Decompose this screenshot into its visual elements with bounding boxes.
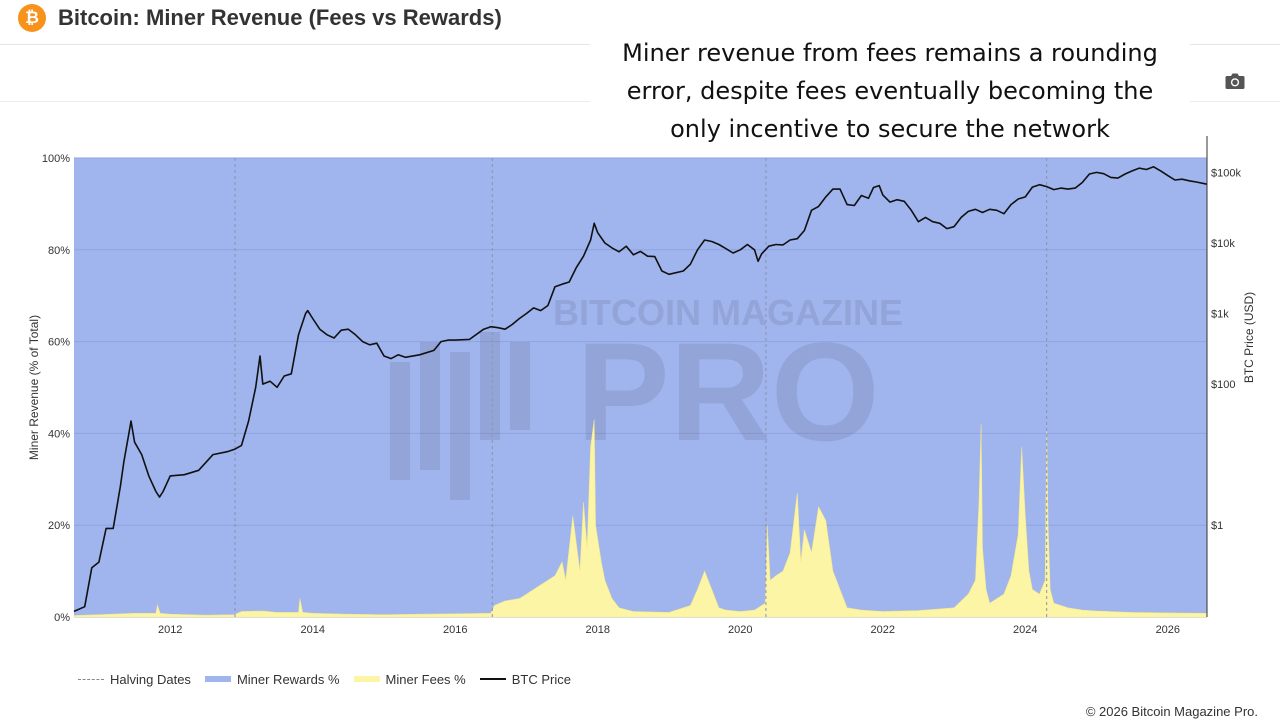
price-tick-label: $10k: [1211, 238, 1235, 250]
legend-item-price[interactable]: BTC Price: [479, 671, 571, 687]
btc-price-line: [73, 166, 1208, 613]
price-tick-label: $1k: [1211, 309, 1229, 321]
x-tick-label: 2020: [728, 624, 752, 636]
legend-label-fees: Miner Fees %: [385, 671, 466, 687]
x-tick-label: 2026: [1156, 624, 1180, 636]
price-tick-label: $1: [1211, 520, 1223, 532]
legend-item-rewards[interactable]: Miner Rewards %: [204, 671, 340, 687]
watermark-bars-icon: [390, 332, 530, 500]
x-tick-label: 2016: [443, 624, 467, 636]
chart-annotation: Miner revenue from fees remains a roundi…: [590, 34, 1190, 148]
y-tick-label: 80%: [48, 245, 70, 257]
legend-label-price: BTC Price: [511, 671, 571, 687]
copyright-text: © 2026 Bitcoin Magazine Pro.: [1085, 704, 1258, 719]
legend-swatch-price: [479, 678, 506, 680]
halving-lines: [234, 158, 1048, 617]
price-axis-label: BTC Price (USD): [1242, 292, 1256, 383]
x-tick-label: 2018: [586, 624, 610, 636]
fees-area: [73, 419, 1208, 618]
bitcoin-logo-icon: ₿: [18, 4, 46, 32]
y-axis-ticks: 0% 20% 40% 60% 80% 100%: [42, 153, 70, 624]
x-tick-label: 2014: [300, 624, 324, 636]
legend-item-fees[interactable]: Miner Fees %: [353, 671, 466, 687]
x-axis-ticks: 2012 2014 2016 2018 2020 2022 2024 2026: [158, 624, 1180, 636]
chart-axes: 0% 20% 40% 60% 80% 100% $1 $100 $1k $10k $100k 20…: [27, 136, 1256, 636]
watermark-logo: BITCOIN MAGAZINE PRO: [390, 292, 903, 500]
legend-swatch-fees: [353, 676, 380, 682]
x-tick-label: 2024: [1013, 624, 1037, 636]
miner-revenue-chart: BITCOIN MAGAZINE PRO 0% 20% 40% 60% 80% 100% …: [27, 136, 1256, 636]
y-tick-label: 100%: [42, 153, 70, 165]
y-tick-label: 40%: [48, 428, 70, 440]
y-tick-label: 60%: [48, 337, 70, 349]
x-tick-label: 2012: [158, 624, 182, 636]
legend-swatch-halving: [78, 678, 104, 680]
price-tick-label: $100: [1211, 379, 1235, 391]
x-tick-label: 2022: [871, 624, 895, 636]
camera-icon[interactable]: [1224, 71, 1246, 91]
legend-item-halving[interactable]: Halving Dates: [78, 672, 191, 687]
y-tick-label: 0%: [54, 612, 70, 624]
watermark-top-text: BITCOIN MAGAZINE: [553, 292, 903, 333]
page-title: Bitcoin: Miner Revenue (Fees vs Rewards): [58, 5, 502, 30]
annotation-line-3: only incentive to secure the network: [670, 115, 1110, 143]
chart-legend: Halving Dates Miner Rewards % Miner Fees…: [78, 670, 585, 688]
watermark-main-text: PRO: [576, 313, 879, 470]
y-tick-label: 20%: [48, 520, 70, 532]
annotation-line-2: error, despite fees eventually becoming …: [626, 77, 1154, 105]
legend-label-halving: Halving Dates: [110, 671, 191, 687]
price-tick-label: $100k: [1211, 167, 1241, 179]
price-axis-ticks: $1 $100 $1k $10k $100k: [1211, 167, 1241, 532]
legend-swatch-rewards: [204, 676, 231, 682]
y-axis-label: Miner Revenue (% of Total): [27, 315, 41, 460]
annotation-line-1: Miner revenue from fees remains a roundi…: [622, 39, 1158, 67]
legend-label-rewards: Miner Rewards %: [236, 671, 340, 687]
